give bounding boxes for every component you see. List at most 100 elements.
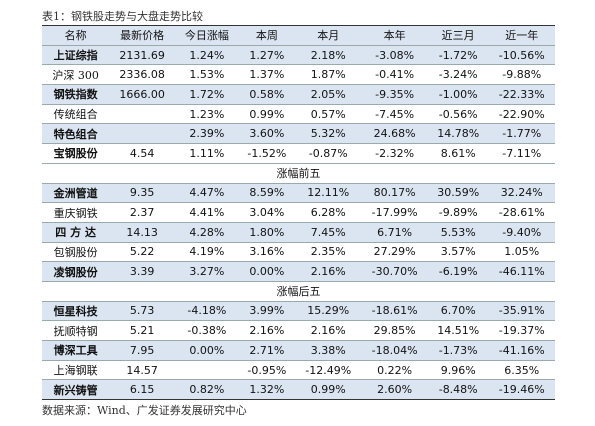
data-row: 金洲管道 9.35 4.47% 8.59% 12.11% 80.17% 30.59% 32.2… bbox=[42, 183, 555, 204]
value-cell: 15.29% bbox=[295, 301, 362, 322]
name-cell: 金洲管道 bbox=[42, 183, 110, 204]
name-cell: 新兴铸管 bbox=[42, 379, 110, 401]
value-cell: 3.16% bbox=[238, 242, 295, 263]
value-cell: 6.71% bbox=[361, 222, 428, 243]
value-cell: 1.87% bbox=[295, 64, 362, 86]
value-cell: 80.17% bbox=[361, 183, 428, 204]
data-row: 重庆钢铁 2.37 4.41% 3.04% 6.28% -17.99% -9.89% -28.… bbox=[42, 202, 555, 223]
name-cell: 恒星科技 bbox=[42, 301, 110, 322]
value-cell: 14.51% bbox=[427, 320, 489, 341]
value-cell: 1.11% bbox=[175, 143, 239, 164]
value-cell: 1.27% bbox=[238, 45, 295, 66]
value-cell: -1.00% bbox=[427, 84, 489, 105]
value-cell: -3.24% bbox=[427, 64, 489, 86]
value-cell: -1.77% bbox=[488, 123, 555, 145]
value-cell: 1.24% bbox=[175, 45, 239, 66]
data-row: 包钢股份 5.22 4.19% 3.16% 2.35% 27.29% 3.57% 1.05% bbox=[42, 242, 555, 263]
value-cell: -30.70% bbox=[361, 261, 428, 282]
value-cell: 0.00% bbox=[238, 261, 295, 282]
value-cell: 29.85% bbox=[361, 320, 428, 341]
data-row: 特色组合 2.39% 3.60% 5.32% 24.68% 14.78% -1.77% bbox=[42, 123, 555, 145]
section-row: 涨幅后五 bbox=[42, 281, 555, 302]
value-cell: -4.18% bbox=[175, 301, 239, 322]
value-cell: 1.53% bbox=[175, 64, 239, 86]
value-cell: -22.90% bbox=[488, 104, 555, 125]
value-cell: -19.46% bbox=[488, 379, 555, 401]
data-row: 四 方 达 14.13 4.28% 1.80% 7.45% 6.71% 5.53% -9.40… bbox=[42, 222, 555, 243]
data-row: 博深工具 7.95 0.00% 2.71% 3.38% -18.04% -1.73% -41.… bbox=[42, 340, 555, 361]
value-cell: 0.58% bbox=[238, 84, 295, 105]
value-cell: 4.28% bbox=[175, 222, 239, 243]
value-cell: -1.52% bbox=[238, 143, 295, 164]
value-cell: 30.59% bbox=[427, 183, 489, 204]
value-cell: 1.37% bbox=[238, 64, 295, 86]
header-cell: 本月 bbox=[295, 25, 362, 46]
comparison-table: 名称 最新价格 今日涨幅 本周 本月 本年 近三月 近一年 上证综指 2131.69 1.24% 1… bbox=[42, 25, 555, 401]
value-cell: -6.19% bbox=[427, 261, 489, 282]
empty-cell bbox=[109, 123, 176, 145]
value-cell: 14.13 bbox=[109, 222, 176, 243]
header-cell: 本周 bbox=[238, 25, 295, 46]
empty-cell bbox=[175, 360, 239, 381]
value-cell: 0.82% bbox=[175, 379, 239, 401]
value-cell: -18.61% bbox=[361, 301, 428, 322]
value-cell: -28.61% bbox=[488, 202, 555, 223]
value-cell: 14.57 bbox=[109, 360, 176, 381]
value-cell: -3.08% bbox=[361, 45, 428, 66]
value-cell: 8.61% bbox=[427, 143, 489, 164]
value-cell: 5.21 bbox=[109, 320, 176, 341]
value-cell: 1.72% bbox=[175, 84, 239, 105]
value-cell: 2.16% bbox=[295, 261, 362, 282]
value-cell: 6.35% bbox=[488, 360, 555, 381]
data-row: 沪深 300 2336.08 1.53% 1.37% 1.87% -0.41% -3.24%… bbox=[42, 64, 555, 86]
value-cell: 2336.08 bbox=[109, 64, 176, 86]
value-cell: 1.05% bbox=[488, 242, 555, 263]
value-cell: 2.37 bbox=[109, 202, 176, 223]
value-cell: 0.99% bbox=[295, 379, 362, 401]
value-cell: 6.28% bbox=[295, 202, 362, 223]
value-cell: 5.32% bbox=[295, 123, 362, 145]
value-cell: 2.18% bbox=[295, 45, 362, 66]
header-cell: 本年 bbox=[361, 25, 428, 46]
value-cell: 1.80% bbox=[238, 222, 295, 243]
value-cell: 3.27% bbox=[175, 261, 239, 282]
value-cell: 27.29% bbox=[361, 242, 428, 263]
name-cell: 传统组合 bbox=[42, 104, 110, 125]
value-cell: 6.15 bbox=[109, 379, 176, 401]
value-cell: 32.24% bbox=[488, 183, 555, 204]
value-cell: 7.45% bbox=[295, 222, 362, 243]
value-cell: -10.56% bbox=[488, 45, 555, 66]
data-row: 钢铁指数 1666.00 1.72% 0.58% 2.05% -9.35% -1.00% -2… bbox=[42, 84, 555, 105]
value-cell: 4.47% bbox=[175, 183, 239, 204]
name-cell: 钢铁指数 bbox=[42, 84, 110, 105]
value-cell: -8.48% bbox=[427, 379, 489, 401]
name-cell: 包钢股份 bbox=[42, 242, 110, 263]
header-cell: 近三月 bbox=[427, 25, 489, 46]
source-note: 数据来源：Wind、广发证券发展研究中心 bbox=[42, 404, 247, 417]
name-cell: 宝钢股份 bbox=[42, 143, 110, 164]
value-cell: 14.78% bbox=[427, 123, 489, 145]
value-cell: -22.33% bbox=[488, 84, 555, 105]
name-cell: 上海钢联 bbox=[42, 360, 110, 381]
value-cell: 2.16% bbox=[295, 320, 362, 341]
value-cell: 1666.00 bbox=[109, 84, 176, 105]
value-cell: 3.60% bbox=[238, 123, 295, 145]
value-cell: 0.57% bbox=[295, 104, 362, 125]
value-cell: 4.19% bbox=[175, 242, 239, 263]
value-cell: 0.00% bbox=[175, 340, 239, 361]
value-cell: 8.59% bbox=[238, 183, 295, 204]
data-row: 新兴铸管 6.15 0.82% 1.32% 0.99% 2.60% -8.48% -19.46… bbox=[42, 379, 555, 401]
data-row: 宝钢股份 4.54 1.11% -1.52% -0.87% -2.32% 8.61% -7.1… bbox=[42, 143, 555, 164]
name-cell: 四 方 达 bbox=[42, 222, 110, 243]
value-cell: 1.32% bbox=[238, 379, 295, 401]
value-cell: 24.68% bbox=[361, 123, 428, 145]
section-row: 涨幅前五 bbox=[42, 163, 555, 184]
data-row: 凌钢股份 3.39 3.27% 0.00% 2.16% -30.70% -6.19% -46.… bbox=[42, 261, 555, 282]
value-cell: -0.87% bbox=[295, 143, 362, 164]
data-row: 上证综指 2131.69 1.24% 1.27% 2.18% -3.08% -1.72% -1… bbox=[42, 45, 555, 66]
data-row: 恒星科技 5.73 -4.18% 3.99% 15.29% -18.61% 6.70% -35… bbox=[42, 301, 555, 322]
value-cell: -17.99% bbox=[361, 202, 428, 223]
section-cell: 涨幅后五 bbox=[42, 281, 555, 302]
name-cell: 博深工具 bbox=[42, 340, 110, 361]
value-cell: -0.41% bbox=[361, 64, 428, 86]
